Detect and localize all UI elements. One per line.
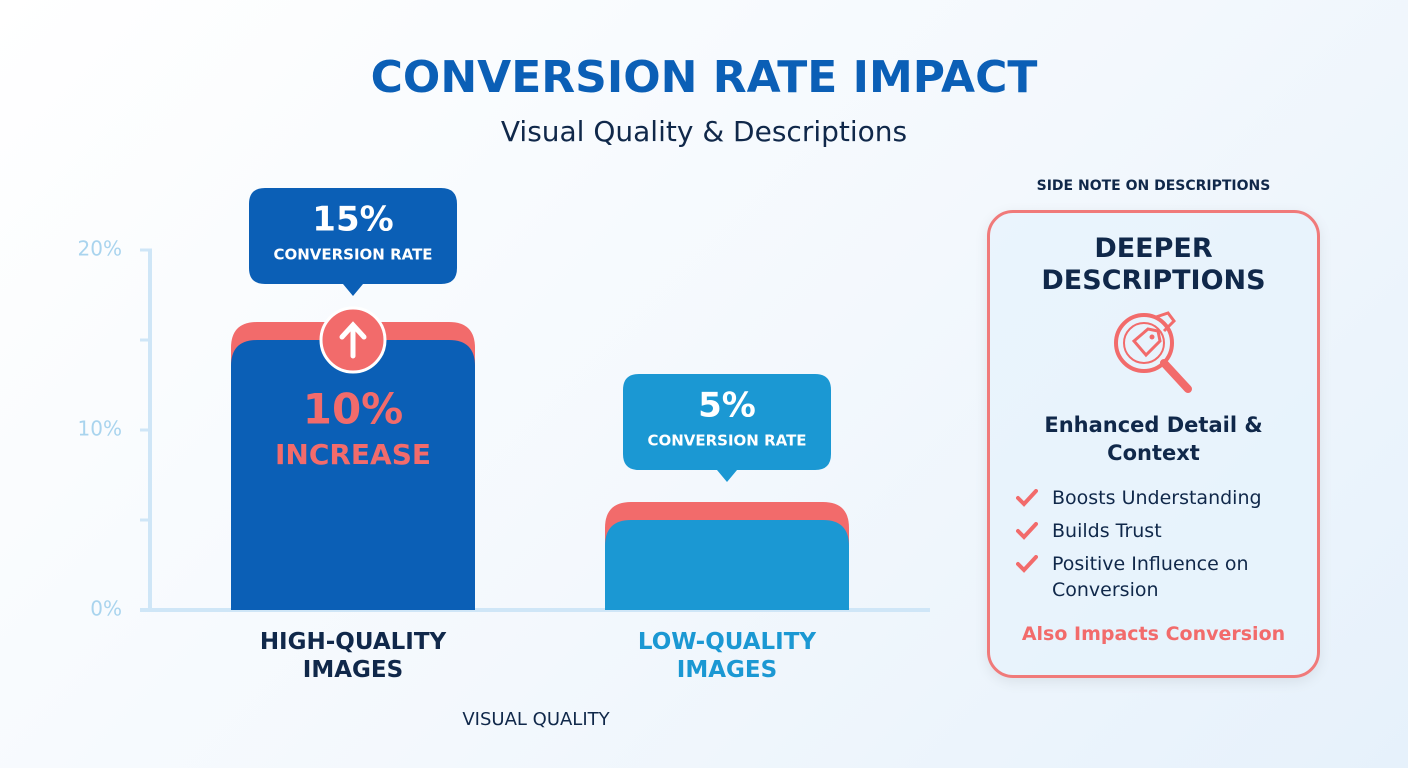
- up-arrow: [339, 321, 367, 359]
- x-tick-label: LOW-QUALITY IMAGES: [637, 629, 817, 683]
- point-text: Builds Trust: [1052, 520, 1162, 542]
- check-icon: [1016, 555, 1038, 573]
- x-axis-label: VISUAL QUALITY: [462, 709, 610, 730]
- point-text: Boosts Understanding: [1052, 487, 1262, 509]
- x-tick-label: HIGH-QUALITY IMAGES: [259, 629, 447, 683]
- value-caption: CONVERSION RATE: [273, 246, 432, 264]
- annotation: INCREASE: [275, 438, 431, 471]
- point-text: Positive Influence on Conversion: [1052, 553, 1249, 601]
- chart: VISUAL QUALITY 0% 10% 20% 15% CONVERSION RAT…: [78, 188, 930, 730]
- point: Builds Trust: [1014, 518, 1307, 544]
- callout: [249, 188, 457, 296]
- point-list: Boosts Understanding Builds Trust Positive…: [1014, 485, 1307, 610]
- y-tick-label: 10%: [78, 417, 122, 441]
- bar: [231, 340, 475, 610]
- card-subtitle: Enhanced Detail & Context: [1044, 413, 1263, 465]
- side-note-card: DEEPER DESCRIPTIONS Enhanced Detail & Co…: [987, 210, 1320, 678]
- card-title: DEEPER DESCRIPTIONS: [1041, 233, 1266, 296]
- card-footer: Also Impacts Conversion: [1021, 623, 1286, 645]
- callout: [623, 374, 831, 482]
- value-label: 5%: [698, 386, 756, 426]
- y-tick-label: 20%: [78, 237, 122, 261]
- y-tick-label: 0%: [90, 597, 122, 621]
- check-icon: [1016, 489, 1038, 507]
- side-note-heading: SIDE NOTE ON DESCRIPTIONS: [1036, 178, 1271, 194]
- bar: [605, 520, 849, 610]
- point: Boosts Understanding: [1014, 485, 1307, 511]
- value-caption: CONVERSION RATE: [647, 432, 806, 450]
- annotation: 10%: [303, 385, 404, 434]
- check-icon: [1016, 522, 1038, 540]
- value-label: 15%: [312, 200, 393, 240]
- point: Positive Influence on Conversion: [1014, 551, 1307, 603]
- search-tag-icon: [1114, 311, 1192, 393]
